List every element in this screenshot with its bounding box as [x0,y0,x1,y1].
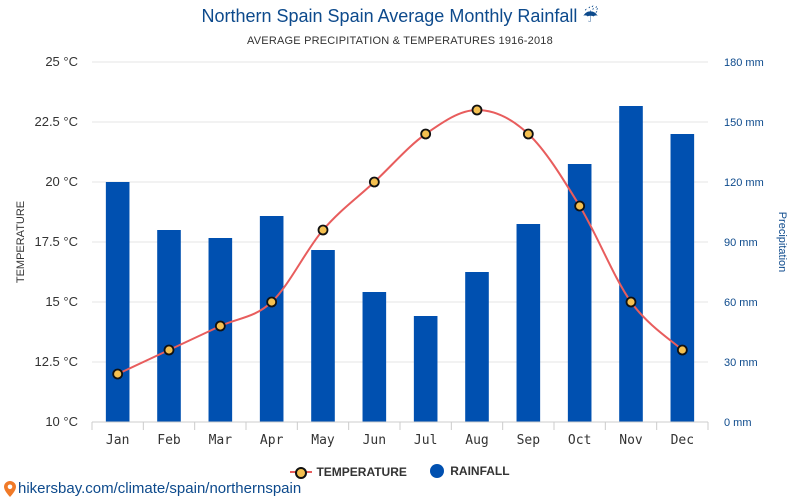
x-tick-label: Dec [671,433,694,448]
rainfall-bar [259,216,284,422]
rainfall-bar [105,182,130,422]
temperature-point [112,368,124,380]
y-left-tick-label: 12.5 °C [34,354,78,369]
temperature-point [522,128,534,140]
x-tick-label: Oct [568,433,591,448]
map-pin-icon [4,480,16,497]
legend-item-temperature[interactable]: TEMPERATURE [290,465,407,479]
temperature-point [420,128,432,140]
x-tick-label: Mar [209,433,233,448]
x-tick-label: Feb [157,433,181,448]
temperature-point [368,176,380,188]
x-tick-label: Aug [465,433,488,448]
temperature-point [317,224,329,236]
rainfall-bar [157,230,181,422]
temperature-point [625,296,637,308]
temperature-point [266,296,278,308]
temperature-point [574,200,586,212]
rainfall-bar [311,250,335,422]
x-tick-label: Sep [517,433,541,448]
y-left-axis-title: TEMPERATURE [15,201,27,283]
y-left-tick-label: 15 °C [45,294,78,309]
circle-marker-icon [430,464,445,478]
temperature-point [163,344,175,356]
axes: 10 °C 12.5 °C 15 °C 17.5 °C 20 °C 22.5 °C 25 °… [15,54,788,448]
temperature-point [676,344,688,356]
y-right-tick-label: 0 mm [724,417,752,429]
rainfall-bar [567,164,592,422]
chart-title: Northern Spain Spain Average Monthly Rai… [201,6,599,26]
x-tick-label: Jul [414,433,437,448]
x-tick-label: Jun [363,433,386,448]
y-left-tick-label: 25 °C [45,54,78,69]
y-left-tick-label: 10 °C [45,414,78,429]
y-right-tick-label: 90 mm [724,237,758,249]
rainfall-bar [670,134,695,422]
grid-lines [92,61,708,423]
y-right-axis-title: Precipitation [776,212,788,273]
y-right-tick-label: 180 mm [724,57,764,69]
rainfall-bar [362,292,387,422]
y-left-tick-label: 17.5 °C [34,234,78,249]
x-tick-label: May [311,433,335,448]
rainfall-bar [619,106,643,422]
y-right-tick-label: 60 mm [724,297,758,309]
legend-item-rainfall[interactable]: RAINFALL [430,464,510,478]
rainfall-bars [105,106,695,422]
temperature-point [214,320,226,332]
y-right-tick-label: 150 mm [724,117,764,129]
legend-label-temperature: TEMPERATURE [316,465,407,479]
y-right-tick-label: 120 mm [724,177,764,189]
x-tick-label: Apr [260,433,284,448]
line-marker-icon [290,466,313,479]
y-left-tick-label: 20 °C [45,174,78,189]
y-left-tick-label: 22.5 °C [34,114,78,129]
temperature-line [112,104,688,380]
legend: TEMPERATURE RAINFALL [0,464,800,481]
legend-label-rainfall: RAINFALL [450,464,510,478]
y-right-tick-label: 30 mm [724,357,758,369]
source-url: hikersbay.com/climate/spain/northernspai… [18,480,302,497]
rainfall-bar [413,316,438,422]
x-tick-label: Jan [106,433,129,448]
chart-subtitle: AVERAGE PRECIPITATION & TEMPERATURES 191… [247,35,553,47]
rainfall-bar [465,272,489,422]
rainfall-bar [516,224,541,422]
temperature-point [471,104,483,116]
x-tick-label: Nov [619,433,643,448]
source-link[interactable]: hikersbay.com/climate/spain/northernspai… [4,480,301,497]
